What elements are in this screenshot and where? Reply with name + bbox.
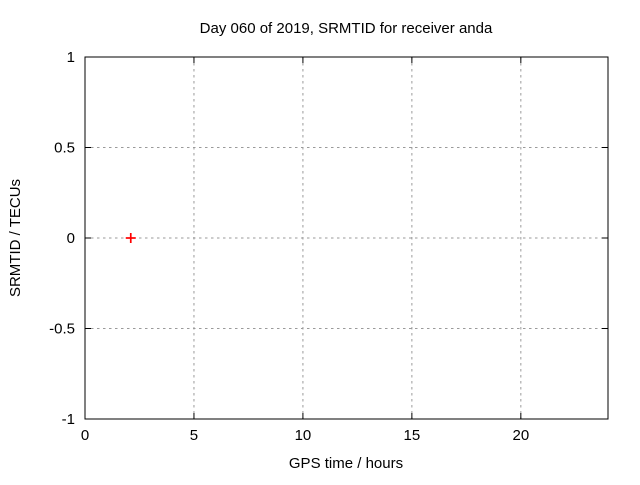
y-tick-label: -0.5: [49, 321, 75, 338]
x-tick-label: 10: [295, 427, 312, 444]
gridlines: [85, 57, 608, 419]
y-tick-label: 0: [67, 230, 75, 247]
tick-labels: 0 5 10 15 20 1 0.5 0 -0.5 -1: [49, 49, 529, 444]
y-tick-label: -1: [62, 411, 75, 428]
x-tick-label: 20: [512, 427, 529, 444]
chart-title: Day 060 of 2019, SRMTID for receiver and…: [200, 20, 493, 37]
x-tick-label: 0: [81, 427, 89, 444]
y-axis-label: SRMTID / TECUs: [7, 179, 24, 297]
x-axis-label: GPS time / hours: [289, 455, 403, 472]
x-tick-label: 15: [404, 427, 421, 444]
data-points: [125, 233, 136, 243]
y-tick-label: 0.5: [54, 140, 75, 157]
x-tick-label: 5: [190, 427, 198, 444]
y-tick-label: 1: [67, 49, 75, 66]
plot-border: [84, 56, 609, 420]
